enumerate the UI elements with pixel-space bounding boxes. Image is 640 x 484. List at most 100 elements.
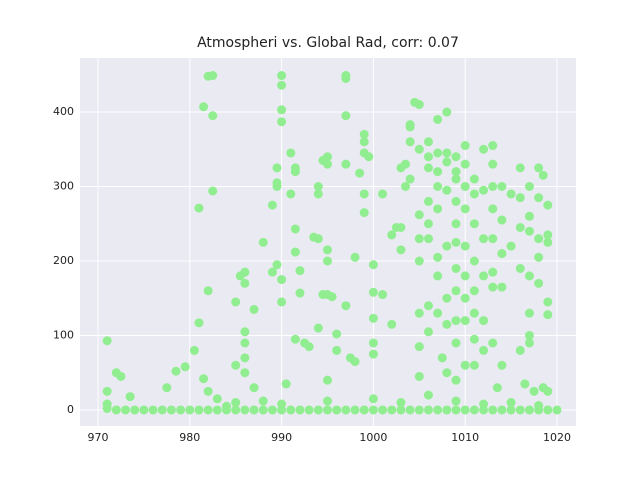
point xyxy=(423,234,433,244)
point xyxy=(277,297,287,307)
point xyxy=(534,252,544,262)
point xyxy=(497,215,507,225)
point xyxy=(497,405,507,415)
y-tick-label: 0 xyxy=(67,403,74,416)
point xyxy=(524,405,534,415)
point xyxy=(277,71,287,81)
x-tick-label: 1020 xyxy=(543,431,571,444)
point xyxy=(272,178,282,188)
points xyxy=(102,71,562,415)
point xyxy=(199,102,209,112)
point xyxy=(368,394,378,404)
point xyxy=(102,403,112,413)
point xyxy=(359,137,369,147)
point xyxy=(488,204,498,214)
point xyxy=(290,334,300,344)
point xyxy=(543,200,553,210)
point xyxy=(231,405,241,415)
point xyxy=(451,338,461,348)
point xyxy=(460,182,470,192)
point xyxy=(359,405,369,415)
point xyxy=(281,379,291,389)
point xyxy=(396,245,406,255)
point xyxy=(267,200,277,210)
point xyxy=(180,362,190,372)
point xyxy=(102,386,112,396)
chart-title: Atmospheri vs. Global Rad, corr: 0.07 xyxy=(197,35,459,51)
point xyxy=(341,73,351,83)
point xyxy=(543,297,553,307)
point xyxy=(460,316,470,326)
point xyxy=(222,405,232,415)
point xyxy=(414,371,424,381)
point xyxy=(423,196,433,206)
point xyxy=(387,230,397,240)
point xyxy=(368,260,378,270)
point xyxy=(497,282,507,292)
y-tick-label: 300 xyxy=(53,180,74,193)
point xyxy=(506,241,516,251)
point xyxy=(433,182,443,192)
point xyxy=(423,163,433,173)
point xyxy=(460,293,470,303)
y-tick-label: 200 xyxy=(53,254,74,267)
point xyxy=(469,286,479,296)
point xyxy=(469,219,479,229)
point xyxy=(524,330,534,340)
point xyxy=(189,345,199,355)
point xyxy=(341,301,351,311)
point xyxy=(451,375,461,385)
point xyxy=(208,111,218,121)
point xyxy=(479,234,489,244)
point xyxy=(460,271,470,281)
point xyxy=(359,129,369,139)
point xyxy=(249,405,259,415)
point xyxy=(433,308,443,318)
point xyxy=(231,297,241,307)
point xyxy=(451,237,461,247)
point xyxy=(479,345,489,355)
point xyxy=(538,170,548,180)
point xyxy=(162,383,172,393)
point xyxy=(451,316,461,326)
point xyxy=(460,360,470,370)
point xyxy=(313,189,323,199)
point xyxy=(433,167,443,177)
point xyxy=(258,396,268,406)
point xyxy=(405,405,415,415)
point xyxy=(290,167,300,177)
point xyxy=(543,230,553,240)
point xyxy=(341,111,351,121)
point xyxy=(332,345,342,355)
point xyxy=(469,334,479,344)
point xyxy=(534,278,544,288)
point xyxy=(277,117,287,127)
point xyxy=(322,152,332,162)
point xyxy=(433,204,443,214)
point xyxy=(479,144,489,154)
point xyxy=(534,401,544,411)
point xyxy=(460,141,470,151)
point xyxy=(185,405,195,415)
point xyxy=(552,405,562,415)
point xyxy=(451,219,461,229)
point xyxy=(304,342,314,352)
point xyxy=(327,292,337,302)
point xyxy=(267,405,277,415)
point xyxy=(208,186,218,196)
x-tick-label: 1010 xyxy=(451,431,479,444)
point xyxy=(364,152,374,162)
point xyxy=(332,405,342,415)
point xyxy=(488,267,498,277)
point xyxy=(529,386,539,396)
point xyxy=(515,222,525,232)
point xyxy=(451,167,461,177)
point xyxy=(368,405,378,415)
x-tick-label: 990 xyxy=(271,431,292,444)
point xyxy=(497,182,507,192)
point xyxy=(322,375,332,385)
point xyxy=(405,120,415,130)
point xyxy=(313,234,323,244)
point xyxy=(203,386,213,396)
point xyxy=(515,193,525,203)
